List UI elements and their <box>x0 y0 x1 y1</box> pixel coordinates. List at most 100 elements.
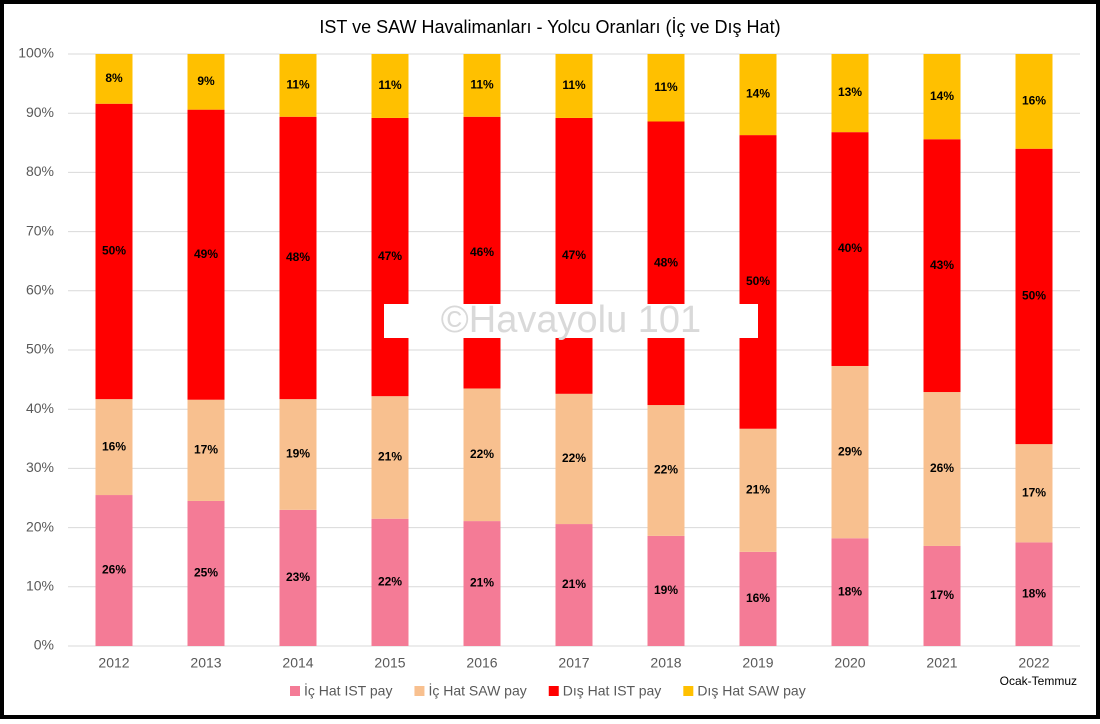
bar-segment <box>1015 148 1053 445</box>
value-label: 23% <box>286 570 310 584</box>
y-tick-label: 70% <box>26 222 54 238</box>
value-label: 17% <box>1022 485 1046 499</box>
value-label: 19% <box>286 447 310 461</box>
bar-segment <box>95 495 133 646</box>
y-tick-label: 0% <box>34 637 54 653</box>
bar-segment <box>555 54 593 118</box>
x-tick-label: 2015 <box>374 655 405 671</box>
value-label: 26% <box>930 461 954 475</box>
value-label: 21% <box>746 482 770 496</box>
x-tick-label: 2018 <box>650 655 681 671</box>
value-label: 8% <box>105 71 123 85</box>
bar-segment <box>923 392 961 546</box>
bar-segment <box>463 388 501 522</box>
value-label: 25% <box>194 566 218 580</box>
y-tick-label: 60% <box>26 282 54 298</box>
bar-segment <box>647 405 685 536</box>
y-tick-label: 100% <box>18 45 54 61</box>
legend-label: İç Hat SAW pay <box>428 682 526 699</box>
bar-segment <box>187 500 225 646</box>
legend-label: İç Hat IST pay <box>304 682 392 699</box>
bar-segment <box>555 117 593 394</box>
value-label: 11% <box>470 78 494 92</box>
bar-segment <box>831 538 869 646</box>
legend-swatch <box>414 686 425 696</box>
x-tick-label: 2017 <box>558 655 589 671</box>
bar-segment <box>831 54 869 133</box>
bar-segment <box>831 365 869 539</box>
value-label: 48% <box>654 255 678 269</box>
x-tick-label: 2019 <box>742 655 773 671</box>
bar-segment <box>739 54 777 136</box>
bar-segment <box>1015 54 1053 149</box>
value-label: 21% <box>562 577 586 591</box>
watermark: ©Havayolu 101 <box>441 299 701 341</box>
value-label: 40% <box>838 241 862 255</box>
bar-segment <box>463 54 501 117</box>
chart-title: IST ve SAW Havalimanları - Yolcu Oranlar… <box>319 17 780 37</box>
value-label: 16% <box>1022 94 1046 108</box>
y-tick-label: 10% <box>26 578 54 594</box>
value-label: 50% <box>1022 289 1046 303</box>
value-label: 22% <box>562 451 586 465</box>
value-label: 43% <box>930 258 954 272</box>
bar-segment <box>831 132 869 366</box>
value-label: 11% <box>562 78 586 92</box>
y-tick-label: 50% <box>26 341 54 357</box>
value-label: 14% <box>746 87 770 101</box>
x-tick-label: 2016 <box>466 655 497 671</box>
y-tick-label: 90% <box>26 104 54 120</box>
value-label: 26% <box>102 563 126 577</box>
value-label: 46% <box>470 245 494 259</box>
value-label: 13% <box>838 85 862 99</box>
value-label: 50% <box>746 274 770 288</box>
bar-segment <box>463 116 501 389</box>
y-tick-label: 20% <box>26 518 54 534</box>
bar-segment <box>371 518 409 646</box>
value-label: 47% <box>562 248 586 262</box>
x-tick-label: 2022 <box>1018 655 1049 671</box>
watermark-box <box>384 304 758 338</box>
bar-segment <box>647 121 685 406</box>
bar-segment <box>187 54 225 110</box>
value-label: 17% <box>930 588 954 602</box>
value-label: 9% <box>197 74 215 88</box>
bar-segment <box>647 535 685 646</box>
value-label: 47% <box>378 249 402 263</box>
bar-segment <box>647 54 685 122</box>
value-label: 21% <box>470 576 494 590</box>
value-label: 17% <box>194 443 218 457</box>
bar-segment <box>739 551 777 646</box>
x-tick-label: 2012 <box>98 655 129 671</box>
y-tick-label: 80% <box>26 163 54 179</box>
bar-segment <box>371 117 409 397</box>
value-label: 22% <box>378 575 402 589</box>
bar-segment <box>555 393 593 525</box>
bar-segment <box>95 54 133 104</box>
bar-segment <box>739 135 777 429</box>
value-label: 14% <box>930 89 954 103</box>
legend-swatch <box>290 686 300 696</box>
bar-segment <box>187 109 225 400</box>
x-tick-label: 2013 <box>190 655 221 671</box>
legend-swatch <box>683 686 694 696</box>
bars: 26% 16% 50% 8% 25% 17% 49% 9% 23% 19% 48% 11% 22% 21%… <box>95 54 1053 646</box>
value-label: 49% <box>194 247 218 261</box>
value-label: 19% <box>654 583 678 597</box>
bar-segment <box>279 54 317 117</box>
y-tick-label: 40% <box>26 400 54 416</box>
y-tick-label: 30% <box>26 459 54 475</box>
x-tick-label: 2020 <box>834 655 865 671</box>
bar-segment <box>279 509 317 646</box>
x-tick-label: 2014 <box>282 655 313 671</box>
value-label: 22% <box>654 463 678 477</box>
bar-segment <box>371 54 409 118</box>
value-label: 29% <box>838 444 862 458</box>
bar-segment <box>371 396 409 519</box>
legend-swatch <box>548 686 559 696</box>
bar-segment <box>923 54 961 140</box>
x-tick-label: 2021 <box>926 655 957 671</box>
bar-segment <box>923 545 961 646</box>
value-label: 22% <box>470 447 494 461</box>
